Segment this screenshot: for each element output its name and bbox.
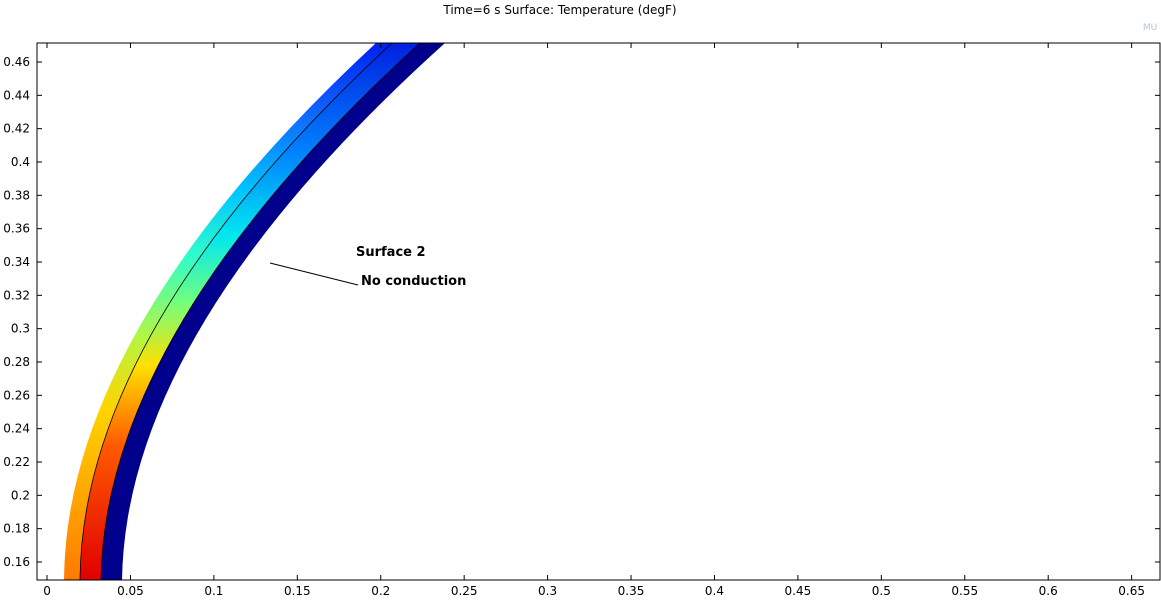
y-tick-label: 0.44 [3,88,30,102]
boundary-line [100,43,421,580]
x-tick-label: 0.25 [451,584,478,597]
boundary-line [79,43,393,580]
x-tick-label: 0.3 [538,584,557,597]
x-tick-label: 0 [43,584,51,597]
y-tick-label: 0.22 [3,455,30,469]
y-tick-label: 0.4 [11,155,30,169]
annotation-leader [269,262,359,286]
y-tick-label: 0.3 [11,322,30,336]
y-tick-label: 0.26 [3,388,30,402]
annotation: No conduction [361,274,466,289]
x-tick-label: 0.5 [872,584,891,597]
y-tick-label: 0.46 [3,55,30,69]
y-tick-label: 0.18 [3,522,30,536]
x-tick-label: 0.45 [785,584,812,597]
x-tick-label: 0.4 [705,584,724,597]
y-tick-label: 0.34 [3,255,30,269]
x-tick-label: 0.65 [1118,584,1145,597]
y-tick-label: 0.36 [3,222,30,236]
y-tick-label: 0.38 [3,188,30,202]
plot-frame [36,42,1161,581]
x-tick-label: 0.05 [117,584,144,597]
y-tick-label: 0.32 [3,288,30,302]
x-tick-label: 0.15 [284,584,311,597]
x-tick-label: 0.35 [618,584,645,597]
y-tick-label: 0.28 [3,355,30,369]
x-tick-label: 0.1 [204,584,223,597]
x-tick-label: 0.2 [371,584,390,597]
y-tick-label: 0.24 [3,422,30,436]
x-tick-label: 0.6 [1039,584,1058,597]
surface-band [64,43,445,580]
y-tick-label: 0.2 [11,488,30,502]
watermark: MU [1143,23,1157,33]
x-tick-label: 0.55 [951,584,978,597]
annotation: Surface 2 [356,245,426,260]
chart-title: Time=6 s Surface: Temperature (degF) [442,3,676,17]
y-tick-label: 0.16 [3,555,30,569]
y-tick-label: 0.42 [3,122,30,136]
